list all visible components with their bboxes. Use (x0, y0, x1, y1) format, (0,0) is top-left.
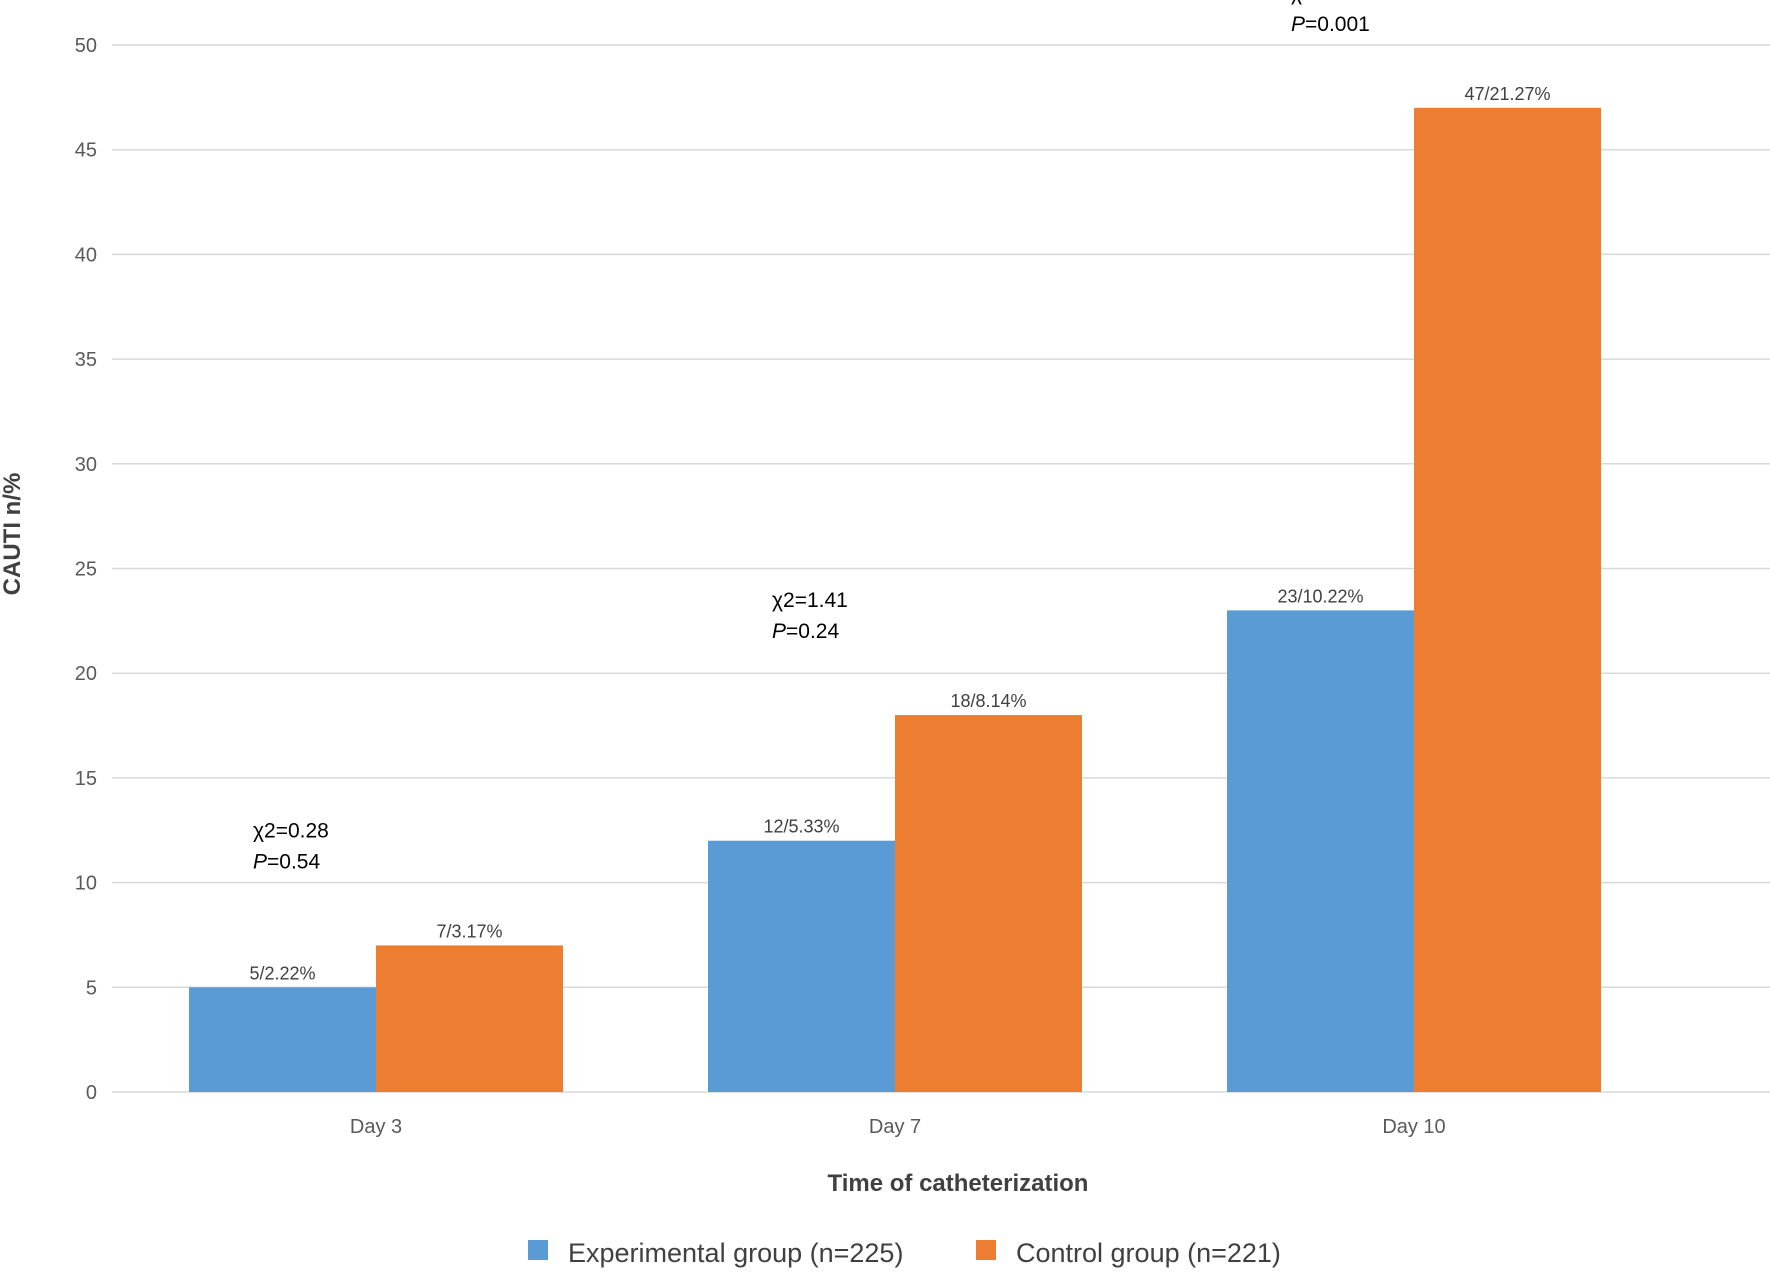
data-label: 12/5.33% (763, 817, 839, 837)
data-label: 47/21.27% (1464, 84, 1550, 104)
legend-label-control: Control group (n=221) (1016, 1238, 1281, 1268)
bar-control-day-3 (376, 945, 563, 1092)
y-tick-label: 5 (86, 977, 97, 999)
x-tick-label: Day 3 (350, 1116, 402, 1138)
x-tick-label: Day 7 (869, 1116, 921, 1138)
x-tick-label: Day 10 (1382, 1116, 1445, 1138)
y-tick-label: 30 (75, 454, 97, 476)
annotations: χ2=0.28 P=0.54 χ2=1.41 P=0.24 χ2=10.28 P=0.00… (253, 0, 1379, 873)
y-tick-label: 35 (75, 349, 97, 371)
p-value-label: P=0.001 (1291, 13, 1370, 36)
bar-experimental-day-10 (1227, 610, 1414, 1092)
y-tick-label: 50 (75, 35, 97, 57)
y-tick-label: 10 (75, 873, 97, 895)
y-axis-title: CAUTI n/% (0, 473, 26, 596)
bars (189, 107, 1601, 1092)
bar-experimental-day-7 (708, 840, 895, 1092)
data-label: 7/3.17% (436, 921, 502, 941)
chi-square-label: χ2=1.41 (772, 589, 848, 612)
data-label: 18/8.14% (950, 691, 1026, 711)
bar-control-day-10 (1414, 107, 1601, 1092)
p-value-label: P=0.24 (772, 620, 839, 643)
y-tick-label: 15 (75, 768, 97, 790)
y-tick-label: 25 (75, 559, 97, 581)
bar-experimental-day-3 (189, 987, 376, 1092)
legend-swatch-experimental (528, 1240, 548, 1260)
x-axis-title: Time of catheterization (828, 1170, 1089, 1197)
data-label: 5/2.22% (249, 963, 315, 983)
data-labels: 5/2.22% 7/3.17% 12/5.33% 18/8.14% 23/10.22% 4… (249, 84, 1550, 983)
legend: Experimental group (n=225) Control group… (528, 1238, 1281, 1268)
y-tick-label: 20 (75, 663, 97, 685)
chi-square-label: χ2=10.28 (1291, 0, 1379, 5)
p-value-label: P=0.54 (253, 850, 320, 873)
y-axis-ticks: 0 5 10 15 20 25 30 35 40 45 50 (75, 35, 97, 1104)
chi-square-label: χ2=0.28 (253, 819, 329, 842)
y-tick-label: 45 (75, 140, 97, 162)
bar-control-day-7 (895, 715, 1082, 1092)
y-tick-label: 0 (86, 1082, 97, 1104)
x-axis-ticks: Day 3 Day 7 Day 10 (350, 1116, 1446, 1138)
legend-label-experimental: Experimental group (n=225) (568, 1238, 903, 1268)
y-tick-label: 40 (75, 244, 97, 266)
legend-swatch-control (976, 1240, 996, 1260)
data-label: 23/10.22% (1277, 586, 1363, 606)
